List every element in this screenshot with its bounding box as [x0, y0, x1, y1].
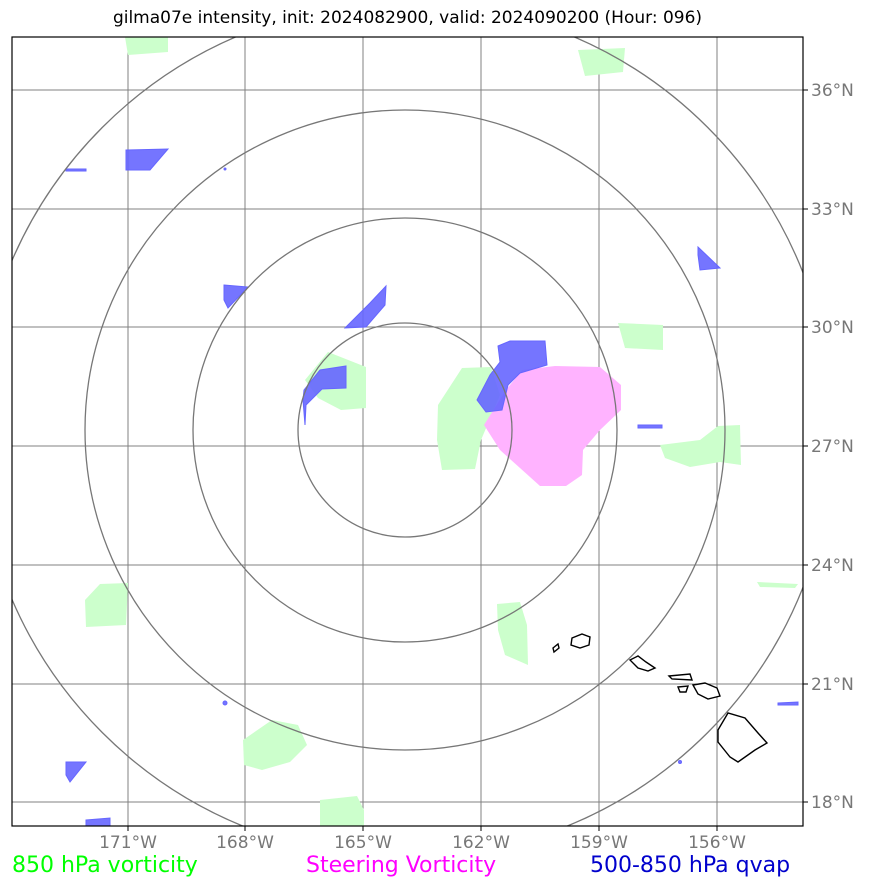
map-frame [11, 36, 804, 827]
lat-label: 27°N [811, 437, 854, 457]
lat-label: 18°N [811, 793, 854, 813]
lat-label: 33°N [811, 200, 854, 220]
legend-qvap: 500-850 hPa qvap [590, 853, 791, 878]
lon-label: 168°W [216, 833, 274, 853]
lon-label: 159°W [570, 833, 628, 853]
lat-label: 36°N [811, 81, 854, 101]
legend-vorticity-850: 850 hPa vorticity [12, 853, 198, 878]
range-rings [12, 37, 803, 826]
lon-label: 165°W [334, 833, 392, 853]
lat-label: 30°N [811, 318, 854, 338]
vorticity-850-field [85, 37, 798, 826]
map-title: gilma07e intensity, init: 2024082900, va… [112, 8, 703, 28]
coastline-hawaii [552, 633, 769, 763]
qvap-field [65, 148, 799, 826]
lon-label: 162°W [452, 833, 510, 853]
lat-label: 21°N [811, 675, 854, 695]
legend-steering-vorticity: Steering Vorticity [306, 853, 497, 878]
lat-label: 24°N [811, 556, 854, 576]
steering-vorticity-field [484, 366, 621, 486]
lon-label: 171°W [99, 833, 157, 853]
lon-label: 156°W [688, 833, 746, 853]
